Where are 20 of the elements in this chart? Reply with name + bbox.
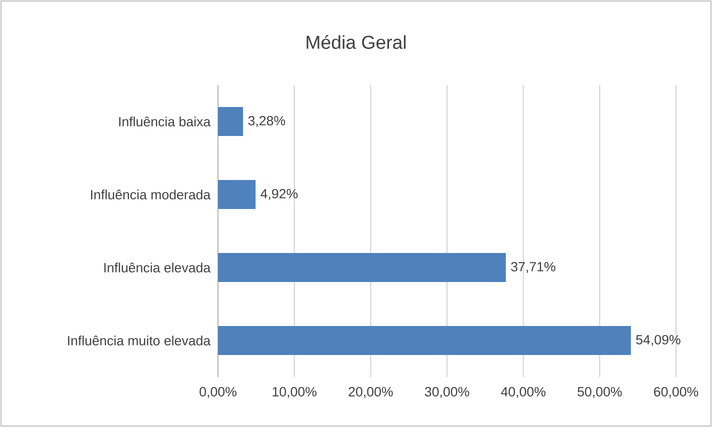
data-label: 37,71% bbox=[511, 262, 556, 274]
bar bbox=[218, 326, 631, 355]
x-tick-label: 20,00% bbox=[348, 387, 393, 398]
x-tick-label: 40,00% bbox=[501, 387, 546, 398]
y-tick-label: Influência elevada bbox=[104, 262, 211, 272]
x-tick-label: 50,00% bbox=[578, 387, 622, 398]
bar bbox=[218, 252, 506, 282]
x-tick-label: 60,00% bbox=[654, 387, 698, 398]
y-tick-label: Influência baixa bbox=[119, 116, 211, 126]
data-label: 54,09% bbox=[636, 334, 680, 346]
x-tick-label: 10,00% bbox=[272, 387, 316, 398]
data-label: 4,92% bbox=[260, 188, 298, 200]
chart-title: Média Geral bbox=[306, 35, 406, 49]
y-tick-label: Influência muito elevada bbox=[68, 336, 211, 346]
y-tick-label: Influência moderada bbox=[91, 190, 211, 200]
x-tick-label: 30,00% bbox=[424, 387, 470, 398]
x-tick-label: 0,00% bbox=[200, 387, 236, 398]
data-label: 3,28% bbox=[248, 116, 286, 128]
bar bbox=[218, 106, 244, 136]
bar bbox=[218, 180, 256, 209]
